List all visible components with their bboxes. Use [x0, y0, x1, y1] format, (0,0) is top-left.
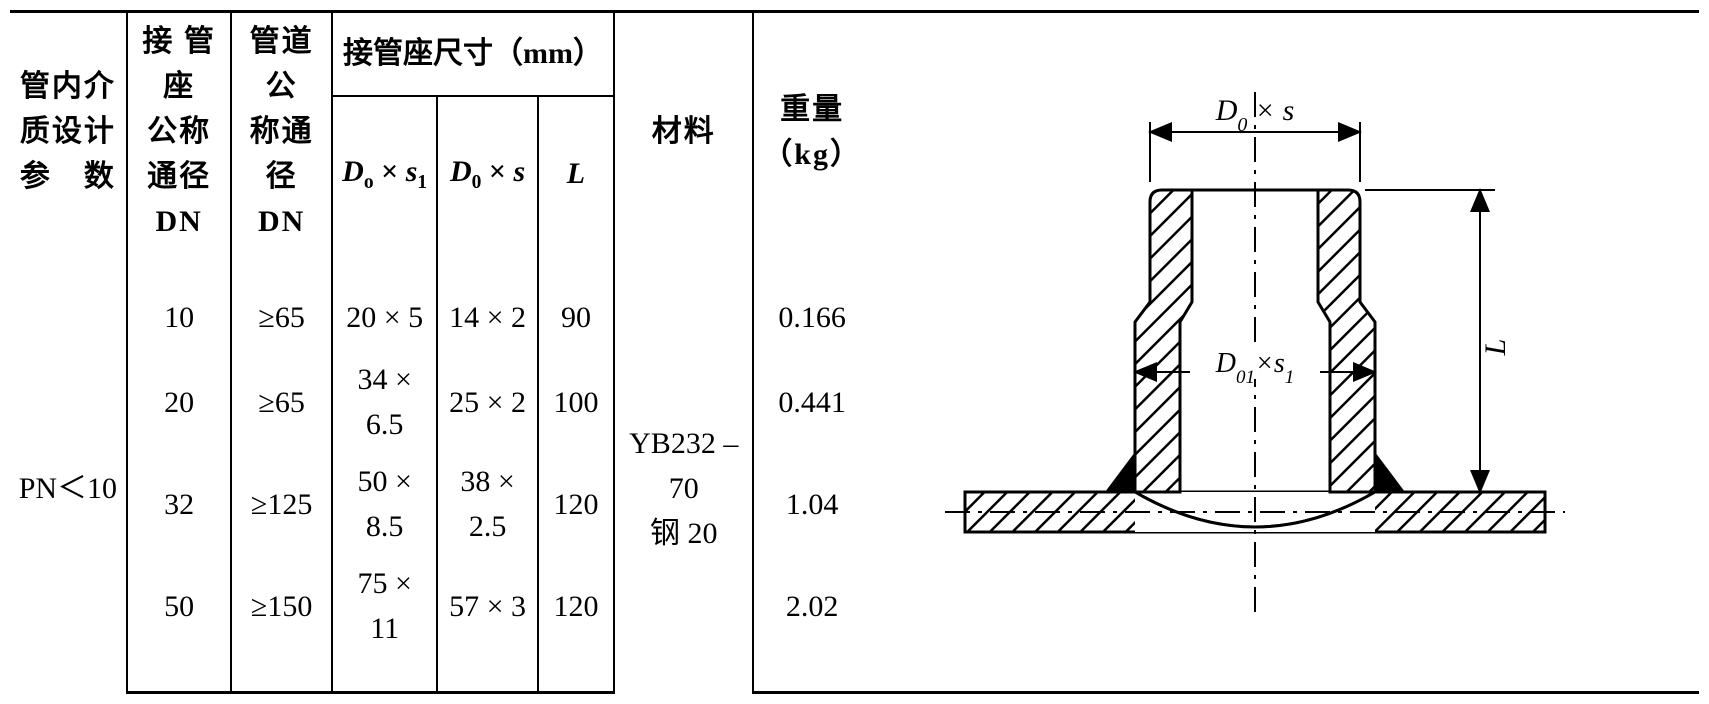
cell-d2: 38 × 2.5	[437, 453, 537, 555]
cell-L: 120	[538, 453, 615, 555]
cell-wt: 0.166	[753, 250, 870, 351]
dim-label-d01s1: D01×s1	[1214, 348, 1294, 388]
cell-param: PN＜10	[10, 250, 127, 693]
cell-dn2: ≥65	[231, 250, 331, 351]
hdr-material: 材料	[614, 12, 753, 251]
hdr-pipe-dn: 管道公称通径DN	[231, 12, 331, 251]
cell-dn1: 10	[127, 250, 232, 351]
hdr-d0-s: D0 × s	[437, 96, 537, 250]
dim-label-d0s: D0 × s	[1214, 94, 1294, 136]
hdr-param: 管内介质设计参 数	[10, 12, 127, 251]
cell-d1: 34 × 6.5	[332, 351, 438, 453]
hdr-L: L	[538, 96, 615, 250]
cell-d2: 25 × 2	[437, 351, 537, 453]
table-body: PN＜10 10 ≥65 20 × 5 14 × 2 90 YB232 – 70…	[10, 250, 870, 693]
cell-L: 90	[538, 250, 615, 351]
cell-L: 100	[538, 351, 615, 453]
cell-dn1: 20	[127, 351, 232, 453]
cell-L: 120	[538, 555, 615, 693]
hdr-d-o-s1: Do × s1	[332, 96, 438, 250]
cell-dn2: ≥65	[231, 351, 331, 453]
cell-d1: 20 × 5	[332, 250, 438, 351]
cell-dn2: ≥150	[231, 555, 331, 693]
cell-dn2: ≥125	[231, 453, 331, 555]
nozzle-diagram: D0 × s D01×s1 L	[905, 72, 1665, 632]
hdr-dim-group: 接管座尺寸（mm）	[332, 12, 614, 96]
spec-table-wrap: 管内介质设计参 数 接 管 座公称通径DN 管道公称通径DN 接管座尺寸（mm）…	[10, 10, 870, 694]
cell-d2: 14 × 2	[437, 250, 537, 351]
cell-wt: 1.04	[753, 453, 870, 555]
cell-dn1: 32	[127, 453, 232, 555]
hdr-weight: 重量（kg）	[753, 12, 870, 251]
cell-wt: 0.441	[753, 351, 870, 453]
diagram-wrap: D0 × s D01×s1 L	[870, 10, 1699, 694]
cell-d2: 57 × 3	[437, 555, 537, 693]
cell-wt: 2.02	[753, 555, 870, 693]
spec-table: 管内介质设计参 数 接 管 座公称通径DN 管道公称通径DN 接管座尺寸（mm）…	[10, 10, 870, 694]
hdr-nozzle-dn: 接 管 座公称通径DN	[127, 12, 232, 251]
cell-material: YB232 – 70钢 20	[614, 250, 753, 693]
cell-d1: 75 × 11	[332, 555, 438, 693]
cell-dn1: 50	[127, 555, 232, 693]
cell-d1: 50 × 8.5	[332, 453, 438, 555]
dim-label-L: L	[1479, 339, 1512, 357]
